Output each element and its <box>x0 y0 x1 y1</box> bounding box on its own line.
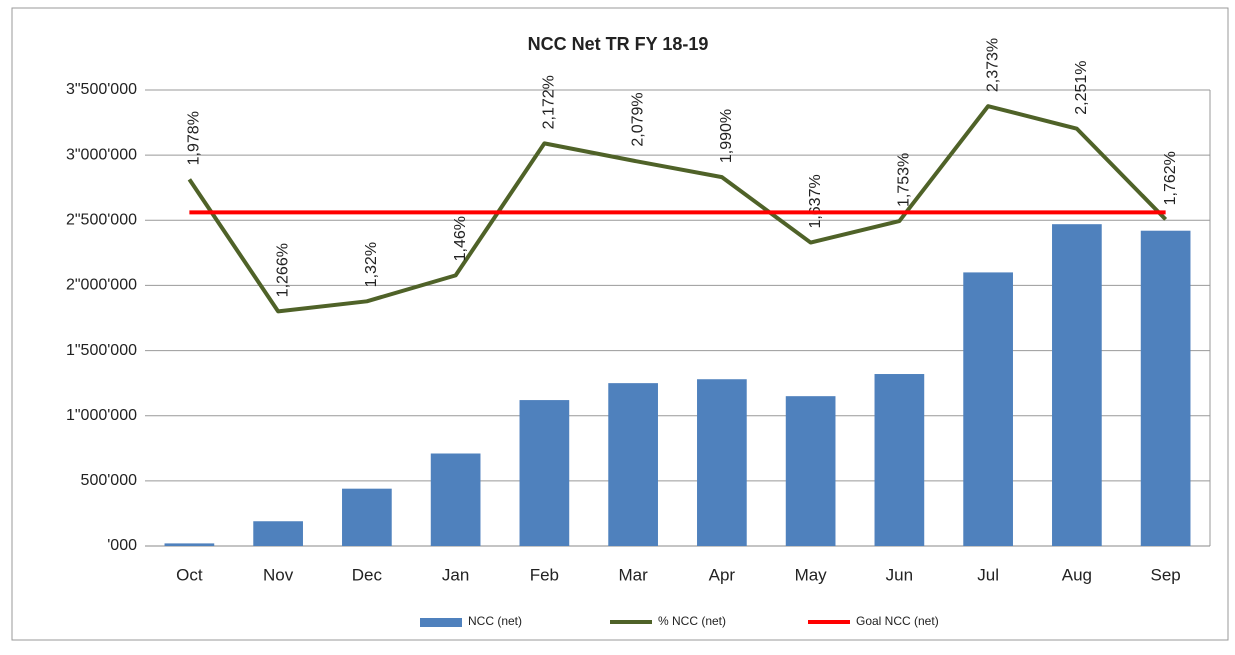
chart-title: NCC Net TR FY 18-19 <box>528 34 709 54</box>
data-label: 2,079% <box>629 92 646 146</box>
x-tick-label: Oct <box>176 565 203 584</box>
bar <box>874 374 925 546</box>
y-tick-label: '000 <box>107 537 137 554</box>
y-tick-label: 500'000 <box>81 472 138 489</box>
y-tick-label: 3"000'000 <box>66 146 137 163</box>
x-tick-label: Feb <box>530 565 559 584</box>
x-tick-label: Mar <box>618 565 648 584</box>
y-tick-label: 1"000'000 <box>66 407 137 424</box>
y-tick-label: 1"500'000 <box>66 342 137 359</box>
legend-label: % NCC (net) <box>658 614 726 628</box>
bar <box>963 272 1013 546</box>
data-label: 2,172% <box>541 75 558 129</box>
legend-swatch <box>420 618 462 627</box>
x-tick-label: Aug <box>1062 565 1092 584</box>
data-label: 1,990% <box>718 109 735 163</box>
data-label: 1,753% <box>896 153 913 207</box>
legend-label: Goal NCC (net) <box>856 614 939 628</box>
x-tick-label: Jul <box>977 565 999 584</box>
x-tick-label: Jan <box>442 565 469 584</box>
bar <box>342 488 392 546</box>
bar <box>253 521 303 546</box>
bar <box>1052 224 1102 547</box>
y-tick-label: 2"500'000 <box>66 212 137 229</box>
bar <box>430 453 481 546</box>
bar <box>608 383 658 546</box>
data-label: 1,32% <box>363 242 380 287</box>
bar <box>697 379 747 546</box>
bar <box>1140 230 1191 547</box>
data-label: 1,762% <box>1162 151 1179 205</box>
bar <box>164 543 215 546</box>
x-tick-label: Jun <box>886 565 913 584</box>
legend-label: NCC (net) <box>468 614 522 628</box>
bar <box>519 400 570 546</box>
line <box>187 104 1168 314</box>
y-tick-label: 2"000'000 <box>66 277 137 294</box>
data-label: 1,266% <box>274 243 291 297</box>
x-tick-label: Sep <box>1151 565 1181 584</box>
x-tick-label: Nov <box>263 565 294 584</box>
data-label: 2,373% <box>984 38 1001 92</box>
x-tick-label: May <box>795 565 828 584</box>
x-tick-label: Dec <box>352 565 383 584</box>
x-tick-label: Apr <box>709 565 736 584</box>
data-label: 1,46% <box>452 216 469 261</box>
bar <box>785 396 836 546</box>
data-label: 1,978% <box>186 111 203 165</box>
data-label: 1,637% <box>807 174 824 228</box>
y-tick-label: 3"500'000 <box>66 81 137 98</box>
data-label: 2,251% <box>1073 60 1090 114</box>
